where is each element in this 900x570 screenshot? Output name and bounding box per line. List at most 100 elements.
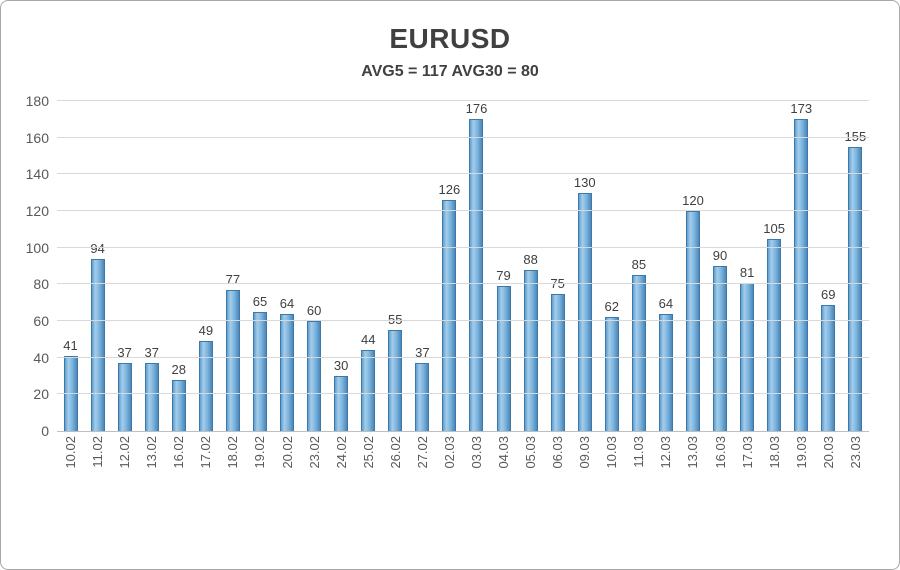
bar-cell: 94	[84, 101, 111, 431]
bar-value-label: 155	[844, 128, 867, 144]
x-cell: 12.02	[111, 436, 138, 494]
x-cell: 17.03	[734, 436, 761, 494]
bar-value-label: 30	[333, 358, 349, 373]
plot-area: 41 94 37 37 28 49 77 65 64 60 30 44 55 37 126 176 79 88 75…	[57, 100, 869, 432]
x-cell: 16.02	[165, 436, 192, 494]
x-tick-label: 18.03	[766, 436, 782, 469]
gridline	[57, 356, 869, 358]
bar-value-label: 88	[523, 251, 538, 267]
x-tick-label: 11.02	[90, 436, 106, 468]
bar	[117, 363, 132, 431]
x-cell: 26.02	[382, 436, 409, 494]
bar-cell: 105	[761, 101, 788, 431]
x-tick-label: 10.03	[604, 436, 620, 469]
gridline	[57, 136, 869, 138]
x-tick-label: 27.02	[414, 436, 430, 469]
bar-value-label: 77	[225, 271, 241, 287]
y-tick-label: 140	[25, 166, 49, 183]
bar-cell: 41	[57, 101, 84, 431]
x-tick-label: 02.03	[441, 436, 457, 469]
bar-cell: 155	[842, 101, 869, 431]
x-tick-label: 23.02	[306, 436, 322, 469]
bar-cell: 176	[463, 101, 490, 431]
x-tick-label: 12.03	[658, 436, 674, 469]
gridline	[57, 173, 869, 175]
bar-cell: 173	[788, 101, 815, 431]
bar	[90, 258, 105, 431]
bar	[144, 363, 159, 431]
bar-value-label: 120	[682, 193, 704, 208]
bar-cell: 60	[301, 101, 328, 431]
x-cell: 10.02	[57, 436, 84, 494]
bar-value-label: 176	[465, 101, 488, 116]
x-cell: 10.03	[598, 436, 625, 494]
x-tick-label: 05.03	[523, 436, 539, 469]
gridline	[57, 100, 869, 101]
bar	[848, 146, 863, 431]
bar-value-label: 41	[63, 337, 78, 353]
bar-cell: 30	[328, 101, 355, 431]
x-cell: 02.03	[436, 436, 463, 494]
bar-cell: 77	[219, 101, 246, 431]
x-tick-label: 17.02	[198, 436, 214, 469]
x-cell: 19.03	[788, 436, 815, 494]
x-cell: 13.03	[679, 436, 706, 494]
x-cell: 19.02	[246, 436, 273, 494]
x-cell: 18.02	[219, 436, 246, 494]
bar-value-label: 90	[712, 248, 728, 263]
y-tick-label: 60	[33, 313, 49, 329]
bar	[821, 304, 836, 431]
x-cell: 06.03	[544, 436, 571, 494]
bar-value-label: 44	[360, 332, 376, 348]
bar-value-label: 173	[790, 101, 813, 116]
bar-value-label: 62	[604, 299, 620, 315]
x-cell: 11.02	[84, 436, 111, 494]
chart-title: EURUSD	[389, 23, 511, 54]
chart-subtitle: AVG5 = 117 AVG30 = 80	[361, 63, 539, 80]
x-tick-label: 13.02	[144, 436, 160, 469]
x-axis-labels: 10.02 11.02 12.02 13.02 16.02 17.02 18.02 19.02…	[57, 436, 869, 494]
bar	[767, 238, 782, 431]
y-tick-label: 100	[25, 239, 49, 256]
x-tick-label: 25.02	[360, 436, 376, 469]
bar-cell: 64	[274, 101, 301, 431]
x-cell: 23.03	[842, 436, 869, 494]
bar	[631, 275, 646, 431]
x-tick-label: 19.02	[252, 436, 268, 469]
bar-value-label: 37	[415, 345, 430, 361]
x-tick-label: 18.02	[225, 436, 241, 469]
bar	[496, 286, 511, 431]
bar	[198, 341, 213, 431]
bar	[225, 289, 240, 431]
bar-value-label: 49	[198, 323, 214, 339]
x-tick-label: 11.03	[631, 436, 647, 468]
x-tick-label: 10.02	[63, 436, 79, 469]
x-tick-label: 20.03	[820, 436, 836, 469]
x-cell: 13.02	[138, 436, 165, 494]
y-tick-label: 180	[25, 93, 49, 109]
bar	[442, 200, 457, 431]
bar-cell: 55	[382, 101, 409, 431]
bar-value-label: 55	[388, 312, 403, 328]
y-axis: 0 20 40 60 80 100 120 140 160 180	[17, 93, 57, 439]
bar	[685, 211, 700, 431]
x-cell: 18.03	[761, 436, 788, 494]
x-tick-label: 23.03	[847, 436, 863, 469]
x-tick-label: 24.02	[333, 436, 349, 469]
bar	[307, 321, 322, 431]
x-tick-label: 03.03	[468, 436, 484, 469]
bar-cell: 75	[544, 101, 571, 431]
x-cell: 23.02	[301, 436, 328, 494]
bars-row: 41 94 37 37 28 49 77 65 64 60 30 44 55 37 126 176 79 88 75…	[57, 101, 869, 431]
x-cell: 16.03	[707, 436, 734, 494]
bar	[604, 317, 619, 431]
x-cell: 20.02	[274, 436, 301, 494]
x-tick-label: 06.03	[550, 436, 566, 469]
bar-cell: 90	[707, 101, 734, 431]
bar-cell: 37	[111, 101, 138, 431]
bar-value-label: 94	[90, 240, 105, 256]
bar	[577, 192, 592, 431]
x-cell: 12.03	[652, 436, 679, 494]
x-tick-label: 17.03	[739, 436, 755, 469]
